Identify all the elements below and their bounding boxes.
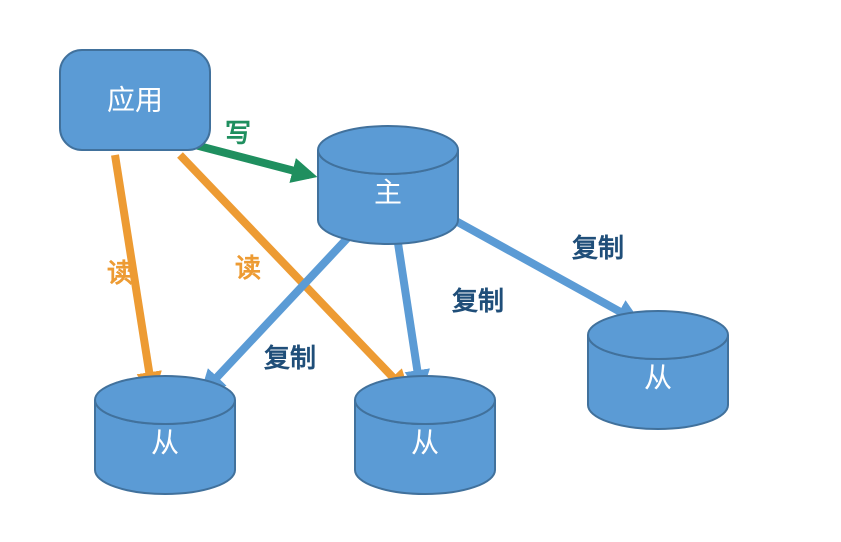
node-label-app: 应用 <box>107 84 163 115</box>
node-label-slave3: 从 <box>644 362 672 393</box>
edge-label-read1: 读 <box>107 258 133 288</box>
edge-label-write: 写 <box>225 118 251 148</box>
node-label-slave2: 从 <box>411 427 439 458</box>
edge-label-rep2: 复制 <box>452 286 504 316</box>
edge-label-rep1: 复制 <box>264 343 316 373</box>
node-slave2-top <box>355 376 495 424</box>
node-slave3-top <box>588 311 728 359</box>
edge-label-read2: 读 <box>235 253 261 283</box>
node-slave1-top <box>95 376 235 424</box>
node-label-slave1: 从 <box>151 427 179 458</box>
node-label-master: 主 <box>374 177 402 208</box>
edge-write <box>195 145 310 175</box>
node-master-top <box>318 126 458 174</box>
edge-rep2 <box>396 230 420 388</box>
diagram-canvas: 写读读复制复制复制应用主从从从 <box>0 0 841 542</box>
edge-label-rep3: 复制 <box>572 233 624 263</box>
